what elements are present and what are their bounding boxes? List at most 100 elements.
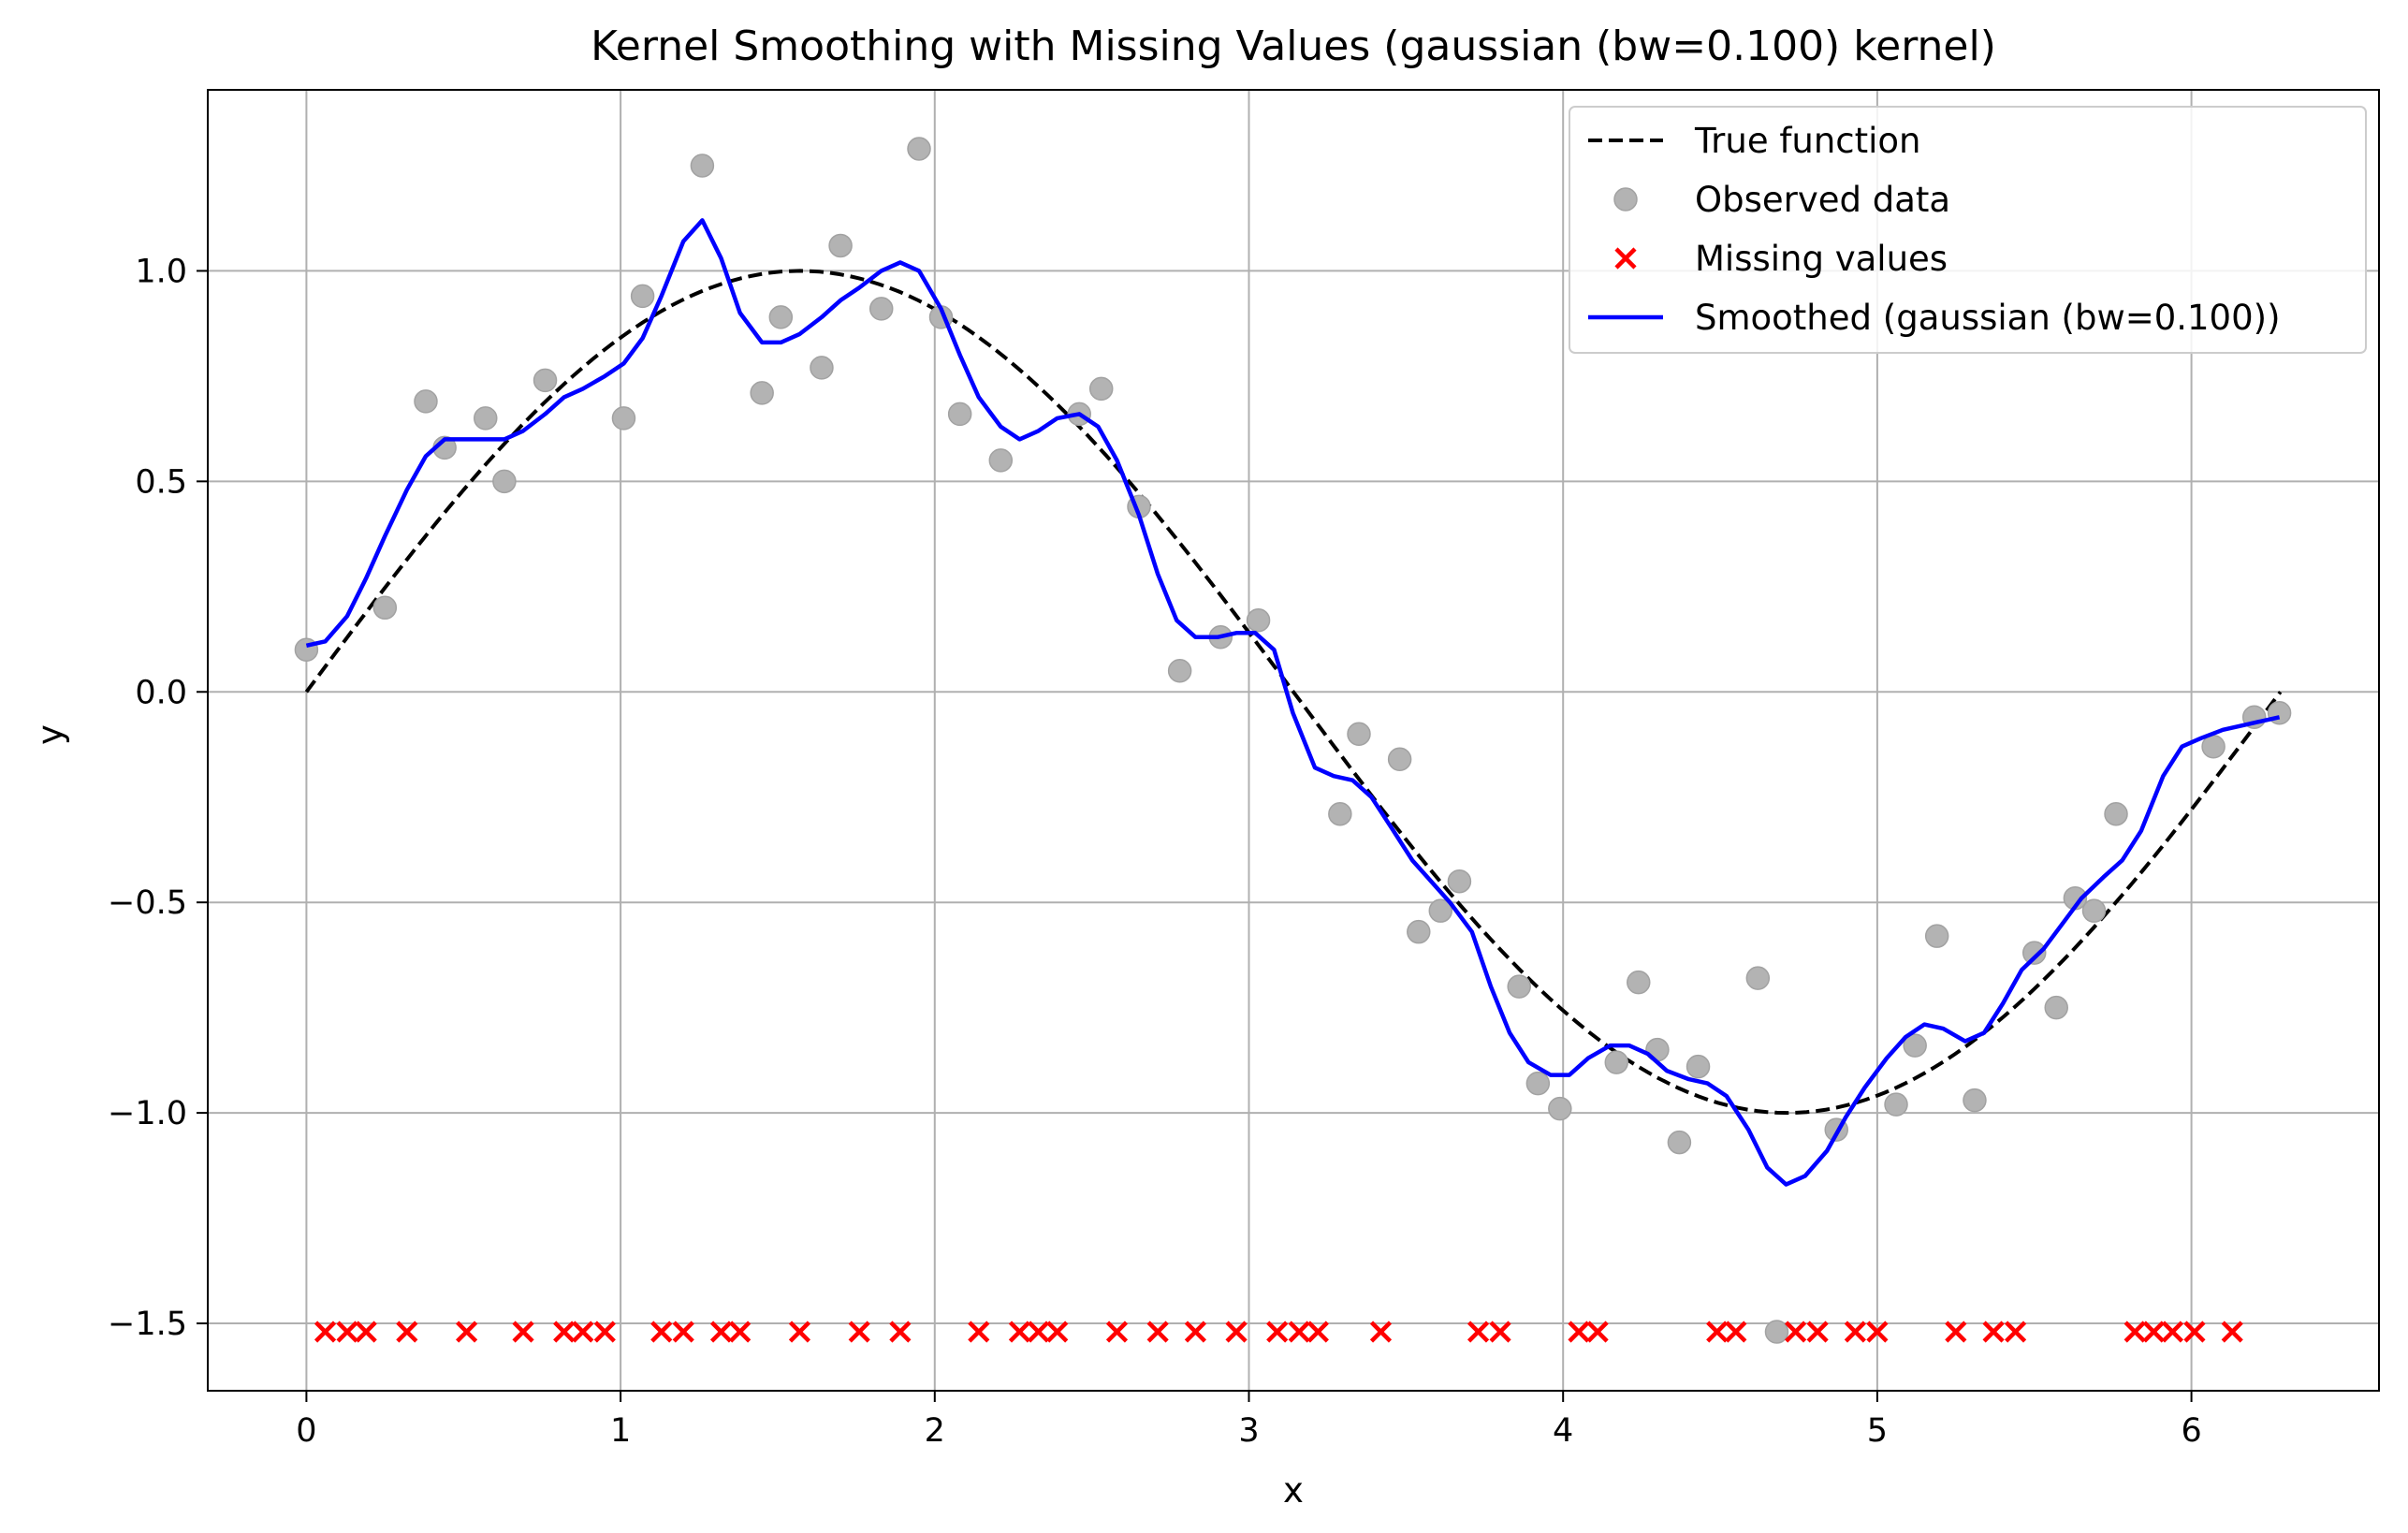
missing-marker <box>456 1321 478 1343</box>
observed-point <box>414 389 438 414</box>
observed-point <box>750 381 774 405</box>
missing-marker <box>1288 1321 1310 1343</box>
observed-point <box>1328 801 1352 826</box>
observed-point <box>1884 1092 1908 1117</box>
missing-marker <box>396 1321 418 1343</box>
missing-marker <box>1027 1321 1050 1343</box>
missing-marker <box>1369 1321 1393 1343</box>
missing-marker <box>314 1321 337 1343</box>
x-tick-label: 3 <box>1238 1412 1259 1450</box>
missing-marker <box>1785 1321 1807 1343</box>
observed-point <box>630 284 655 309</box>
missing-marker <box>1586 1321 1609 1343</box>
observed-point <box>2081 898 2107 923</box>
observed-point <box>768 305 794 329</box>
observed-point <box>690 153 715 178</box>
x-tick-label: 2 <box>925 1412 945 1450</box>
y-axis-label: y <box>30 724 70 745</box>
missing-marker <box>1105 1321 1129 1343</box>
missing-marker <box>1008 1321 1031 1343</box>
missing-marker <box>1225 1321 1248 1343</box>
missing-marker <box>709 1321 733 1343</box>
missing-marker <box>2183 1321 2206 1343</box>
observed-point <box>907 137 931 161</box>
missing-marker <box>1467 1321 1490 1343</box>
missing-marker <box>1046 1321 1069 1343</box>
missing-marker <box>593 1321 616 1343</box>
observed-point <box>2201 734 2226 759</box>
missing-marker <box>1306 1321 1329 1343</box>
observed-point <box>1088 376 1114 402</box>
missing-marker <box>650 1321 673 1343</box>
x-tick-label: 6 <box>2181 1412 2201 1450</box>
legend: True function Observed data Missing values… <box>1569 106 2367 354</box>
observed-point <box>1347 722 1371 747</box>
observed-point <box>1604 1050 1629 1074</box>
missing-marker <box>788 1321 811 1343</box>
legend-label: Smoothed (gaussian (bw=0.100)) <box>1695 298 2281 338</box>
observed-point <box>1903 1033 1927 1058</box>
observed-point <box>810 356 834 380</box>
observed-point <box>2104 801 2128 826</box>
missing-marker <box>2221 1321 2243 1343</box>
missing-marker <box>848 1321 870 1343</box>
legend-label: Missing values <box>1695 239 1948 279</box>
observed-point <box>1963 1088 1987 1113</box>
missing-marker <box>1806 1321 1829 1343</box>
observed-point <box>474 406 498 431</box>
missing-marker <box>2005 1321 2027 1343</box>
plot-area: 0 1 2 3 4 5 6 −1.5 −1.0 −0.5 0.0 0.5 1.0 <box>108 89 2380 1450</box>
x-tick-label: 0 <box>296 1412 316 1450</box>
missing-marker <box>889 1321 912 1343</box>
observed-point <box>1428 898 1453 923</box>
missing-marker <box>1146 1321 1169 1343</box>
observed-point <box>1407 919 1431 944</box>
observed-point <box>1167 659 1192 683</box>
missing-marker <box>1266 1321 1289 1343</box>
missing-marker <box>2123 1321 2146 1343</box>
missing-marker <box>968 1321 990 1343</box>
x-tick-label: 5 <box>1867 1412 1888 1450</box>
missing-marker <box>672 1321 694 1343</box>
missing-marker <box>2142 1321 2165 1343</box>
missing-marker <box>553 1321 576 1343</box>
missing-marker <box>1184 1321 1207 1343</box>
observed-point <box>611 406 636 431</box>
observed-point <box>1507 974 1531 999</box>
legend-observed-swatch <box>1613 187 1638 212</box>
y-tick-label: 0.0 <box>135 674 187 711</box>
y-tick-label: 0.5 <box>135 463 187 501</box>
observed-point <box>1667 1130 1692 1155</box>
observed-point <box>1525 1071 1551 1096</box>
true-function-line <box>304 269 2283 1116</box>
chart-title: Kernel Smoothing with Missing Values (ga… <box>591 22 1996 70</box>
smoothed-line <box>305 218 2281 1187</box>
x-axis-label: x <box>1283 1470 1304 1511</box>
observed-point <box>1745 966 1771 990</box>
y-tick-label: −1.0 <box>108 1095 187 1132</box>
observed-point <box>492 469 517 494</box>
observed-point <box>1387 747 1412 771</box>
missing-marker <box>2161 1321 2184 1343</box>
missing-marker <box>1844 1321 1866 1343</box>
missing-marker <box>1866 1321 1889 1343</box>
axes-frame <box>207 89 2380 1392</box>
observed-point <box>1246 608 1271 633</box>
missing-marker <box>355 1321 377 1343</box>
observed-point <box>828 233 853 258</box>
observed-point <box>1764 1320 1789 1344</box>
missing-marker <box>1725 1321 1747 1343</box>
missing-marker <box>336 1321 358 1343</box>
observed-point <box>533 368 558 393</box>
legend-box <box>1569 106 2367 354</box>
x-tick-label: 4 <box>1553 1412 1573 1450</box>
observed-point <box>868 297 894 321</box>
observed-point <box>372 595 398 620</box>
observed-point <box>1447 869 1472 894</box>
legend-label: True function <box>1694 121 1921 161</box>
y-tick-label: 1.0 <box>135 253 187 290</box>
x-tick-label: 1 <box>610 1412 631 1450</box>
observed-point <box>1548 1096 1572 1121</box>
missing-marker <box>1945 1321 1967 1343</box>
